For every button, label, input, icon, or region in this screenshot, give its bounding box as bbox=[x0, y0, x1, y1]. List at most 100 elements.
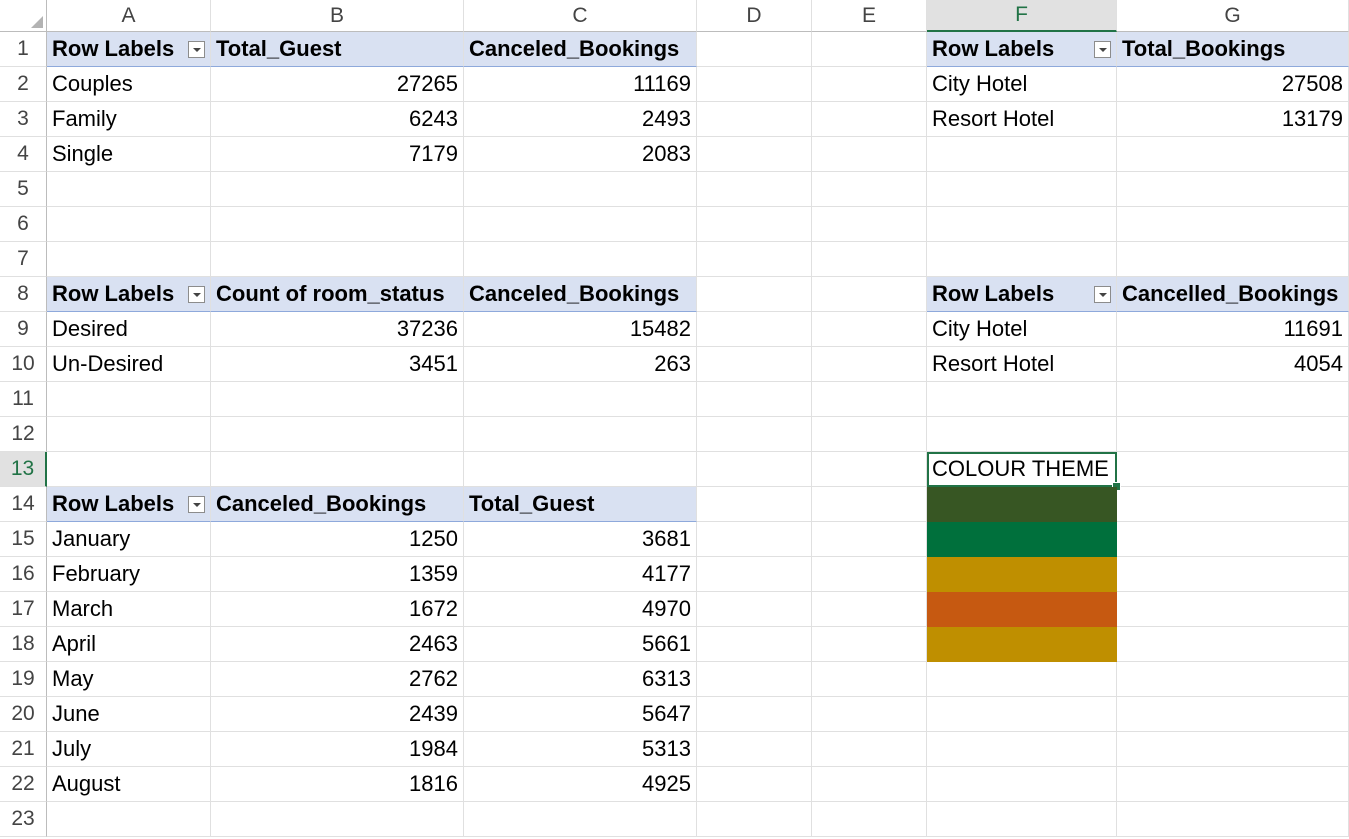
grid-cell[interactable] bbox=[812, 417, 927, 452]
pivot1-canceled-value[interactable]: 2083 bbox=[464, 137, 697, 172]
grid-cell[interactable] bbox=[464, 172, 697, 207]
grid-cell[interactable] bbox=[927, 767, 1117, 802]
pivot5-hotel-label[interactable]: Resort Hotel bbox=[927, 347, 1117, 382]
grid-cell[interactable] bbox=[1117, 802, 1349, 837]
row-header-22[interactable]: 22 bbox=[0, 767, 47, 802]
pivot4-total-bookings-header[interactable]: Total_Bookings bbox=[1117, 32, 1349, 67]
grid-cell[interactable] bbox=[812, 452, 927, 487]
grid-cell[interactable] bbox=[697, 417, 812, 452]
row-header-6[interactable]: 6 bbox=[0, 207, 47, 242]
pivot3-canceled-value[interactable]: 1250 bbox=[211, 522, 464, 557]
grid-cell[interactable] bbox=[927, 382, 1117, 417]
column-header-a[interactable]: A bbox=[47, 0, 211, 32]
grid-cell[interactable] bbox=[464, 452, 697, 487]
grid-cell[interactable] bbox=[927, 417, 1117, 452]
grid-cell[interactable] bbox=[812, 32, 927, 67]
grid-cell[interactable] bbox=[211, 382, 464, 417]
grid-cell[interactable] bbox=[812, 487, 927, 522]
pivot5-hotel-label[interactable]: City Hotel bbox=[927, 312, 1117, 347]
pivot4-row-labels-header[interactable]: Row Labels bbox=[927, 32, 1117, 67]
row-header-23[interactable]: 23 bbox=[0, 802, 47, 837]
pivot3-canceled-value[interactable]: 2439 bbox=[211, 697, 464, 732]
pivot2-count-value[interactable]: 37236 bbox=[211, 312, 464, 347]
grid-cell[interactable] bbox=[464, 417, 697, 452]
pivot4-total-bookings-value[interactable]: 13179 bbox=[1117, 102, 1349, 137]
grid-cell[interactable] bbox=[812, 207, 927, 242]
filter-dropdown-icon[interactable] bbox=[188, 495, 205, 513]
pivot1-total-guest-value[interactable]: 27265 bbox=[211, 67, 464, 102]
grid-cell[interactable] bbox=[697, 347, 812, 382]
column-header-g[interactable]: G bbox=[1117, 0, 1349, 32]
pivot2-canceled-value[interactable]: 15482 bbox=[464, 312, 697, 347]
grid-cell[interactable] bbox=[812, 557, 927, 592]
grid-cell[interactable] bbox=[211, 417, 464, 452]
row-header-21[interactable]: 21 bbox=[0, 732, 47, 767]
pivot3-month-label[interactable]: February bbox=[47, 557, 211, 592]
grid-cell[interactable] bbox=[211, 207, 464, 242]
pivot3-total-guest-value[interactable]: 5647 bbox=[464, 697, 697, 732]
pivot3-total-guest-value[interactable]: 5313 bbox=[464, 732, 697, 767]
pivot1-canceled-header[interactable]: Canceled_Bookings bbox=[464, 32, 697, 67]
grid-cell[interactable] bbox=[927, 207, 1117, 242]
pivot3-month-label[interactable]: April bbox=[47, 627, 211, 662]
pivot3-row-labels-header[interactable]: Row Labels bbox=[47, 487, 211, 522]
filter-dropdown-icon[interactable] bbox=[188, 40, 205, 58]
grid-cell[interactable] bbox=[812, 242, 927, 277]
row-header-3[interactable]: 3 bbox=[0, 102, 47, 137]
grid-cell[interactable] bbox=[927, 802, 1117, 837]
pivot3-canceled-value[interactable]: 1359 bbox=[211, 557, 464, 592]
grid-cell[interactable] bbox=[697, 382, 812, 417]
pivot4-total-bookings-value[interactable]: 27508 bbox=[1117, 67, 1349, 102]
grid-cell[interactable] bbox=[464, 382, 697, 417]
grid-cell[interactable] bbox=[47, 802, 211, 837]
grid-cell[interactable] bbox=[211, 452, 464, 487]
colour-swatch[interactable] bbox=[927, 487, 1117, 522]
grid-cell[interactable] bbox=[1117, 557, 1349, 592]
pivot3-month-label[interactable]: July bbox=[47, 732, 211, 767]
grid-cell[interactable] bbox=[697, 557, 812, 592]
grid-cell[interactable] bbox=[1117, 382, 1349, 417]
row-header-5[interactable]: 5 bbox=[0, 172, 47, 207]
grid-cell[interactable] bbox=[812, 802, 927, 837]
pivot3-total-guest-value[interactable]: 4177 bbox=[464, 557, 697, 592]
grid-cell[interactable] bbox=[927, 697, 1117, 732]
grid-cell[interactable] bbox=[697, 767, 812, 802]
column-header-b[interactable]: B bbox=[211, 0, 464, 32]
pivot1-total-guest-value[interactable]: 6243 bbox=[211, 102, 464, 137]
row-header-1[interactable]: 1 bbox=[0, 32, 47, 67]
column-header-c[interactable]: C bbox=[464, 0, 697, 32]
grid-cell[interactable] bbox=[927, 172, 1117, 207]
grid-cell[interactable] bbox=[812, 662, 927, 697]
grid-cell[interactable] bbox=[211, 242, 464, 277]
grid-cell[interactable] bbox=[1117, 207, 1349, 242]
pivot3-total-guest-header[interactable]: Total_Guest bbox=[464, 487, 697, 522]
pivot2-count-header[interactable]: Count of room_status bbox=[211, 277, 464, 312]
row-header-8[interactable]: 8 bbox=[0, 277, 47, 312]
grid-cell[interactable] bbox=[697, 487, 812, 522]
grid-cell[interactable] bbox=[697, 802, 812, 837]
pivot3-canceled-header[interactable]: Canceled_Bookings bbox=[211, 487, 464, 522]
row-header-18[interactable]: 18 bbox=[0, 627, 47, 662]
pivot1-row-labels-header[interactable]: Row Labels bbox=[47, 32, 211, 67]
grid-cell[interactable] bbox=[812, 312, 927, 347]
grid-cell[interactable] bbox=[812, 172, 927, 207]
row-header-13[interactable]: 13 bbox=[0, 452, 47, 487]
pivot3-canceled-value[interactable]: 2762 bbox=[211, 662, 464, 697]
grid-cell[interactable] bbox=[927, 137, 1117, 172]
row-header-9[interactable]: 9 bbox=[0, 312, 47, 347]
grid-cell[interactable] bbox=[812, 102, 927, 137]
grid-cell[interactable] bbox=[1117, 172, 1349, 207]
grid-cell[interactable] bbox=[47, 417, 211, 452]
pivot2-row-label[interactable]: Un-Desired bbox=[47, 347, 211, 382]
row-header-12[interactable]: 12 bbox=[0, 417, 47, 452]
pivot5-row-labels-header[interactable]: Row Labels bbox=[927, 277, 1117, 312]
pivot5-cancelled-value[interactable]: 4054 bbox=[1117, 347, 1349, 382]
pivot3-total-guest-value[interactable]: 5661 bbox=[464, 627, 697, 662]
grid-cell[interactable] bbox=[697, 627, 812, 662]
grid-cell[interactable] bbox=[812, 627, 927, 662]
column-header-d[interactable]: D bbox=[697, 0, 812, 32]
grid-cell[interactable] bbox=[1117, 137, 1349, 172]
row-header-7[interactable]: 7 bbox=[0, 242, 47, 277]
grid-cell[interactable] bbox=[697, 172, 812, 207]
grid-cell[interactable] bbox=[812, 67, 927, 102]
